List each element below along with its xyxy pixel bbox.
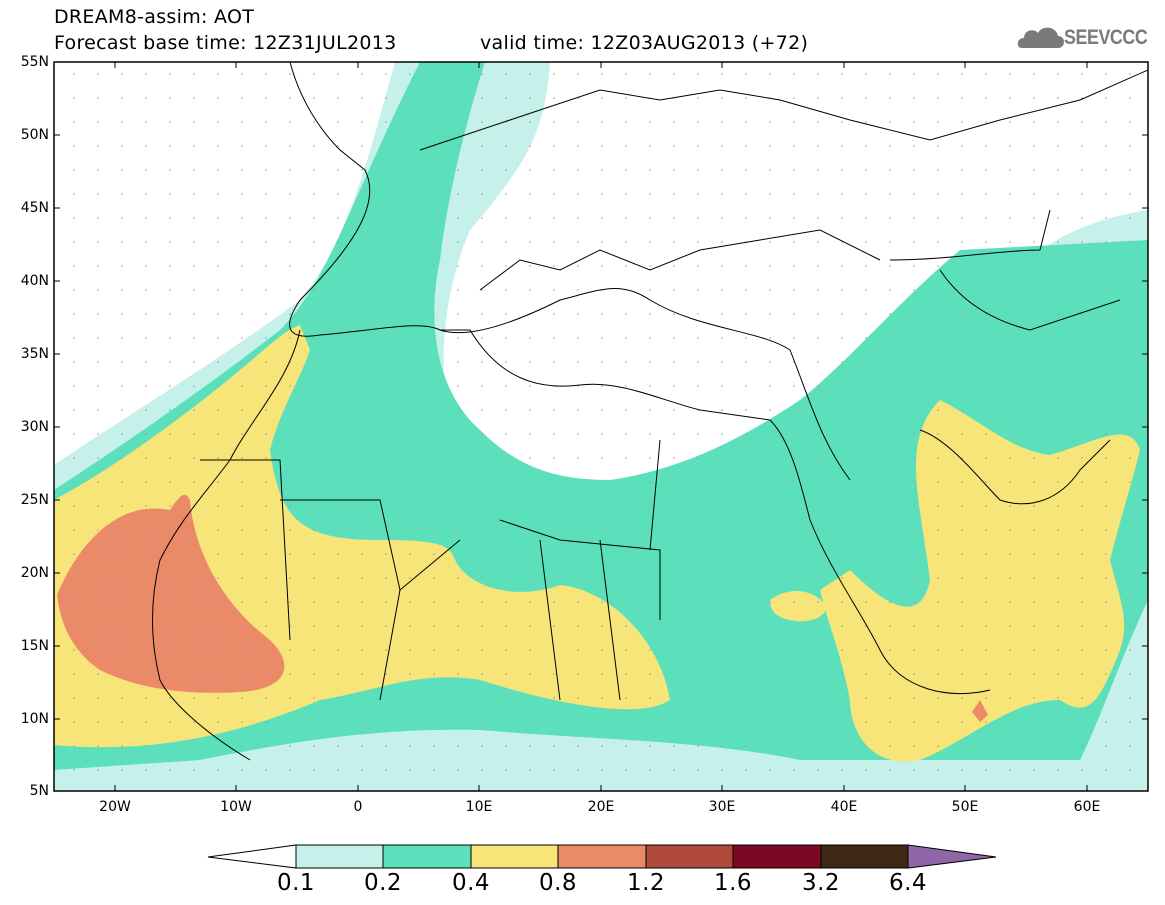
colorbar-swatch [382,844,472,869]
colorbar [207,844,997,869]
lon-label: 0 [353,799,363,815]
lat-label: 25N [20,492,49,508]
colorbar-swatch [470,844,559,869]
colorbar-label: 0.4 [451,870,491,896]
lon-label: 60E [1073,799,1101,815]
valid-time: valid time: 12Z03AUG2013 (+72) [480,32,809,54]
colorbar-swatch [732,844,822,869]
lon-label: 40E [830,799,858,815]
axis-ticks [54,61,1148,791]
colorbar-label: 0.2 [363,870,403,896]
lat-label: 50N [20,127,49,143]
lat-label: 5N [29,783,49,799]
lon-label: 50E [951,799,979,815]
colorbar-swatch [295,844,384,869]
colorbar-swatch [820,844,909,869]
lat-label: 10N [20,711,49,727]
lon-label: 20E [587,799,615,815]
lat-label: 40N [20,273,49,289]
colorbar-over-arrow [907,844,997,869]
lon-label: 20W [99,799,131,815]
cloud-icon [1017,27,1064,48]
map-title: DREAM8-assim: AOT [54,6,255,28]
lat-label: 30N [20,419,49,435]
colorbar-swatch [557,844,647,869]
lat-label: 20N [20,565,49,581]
lat-label: 15N [20,638,49,654]
colorbar-under-arrow [207,844,297,869]
lat-label: 45N [20,200,49,216]
lat-label: 35N [20,346,49,362]
logo-text: SEEVCCC [1064,26,1148,49]
lon-label: 10W [220,799,252,815]
colorbar-swatch [645,844,734,869]
colorbar-label: 1.6 [713,870,753,896]
colorbar-label: 1.2 [626,870,666,896]
coastlines [152,62,1148,761]
lon-label: 30E [708,799,736,815]
colorbar-label: 3.2 [801,870,841,896]
lon-label: 10E [465,799,493,815]
colorbar-label: 0.1 [276,870,316,896]
colorbar-label: 0.8 [538,870,578,896]
lat-label: 55N [20,54,49,70]
colorbar-label: 6.4 [888,870,928,896]
forecast-base-time: Forecast base time: 12Z31JUL2013 [54,32,397,54]
